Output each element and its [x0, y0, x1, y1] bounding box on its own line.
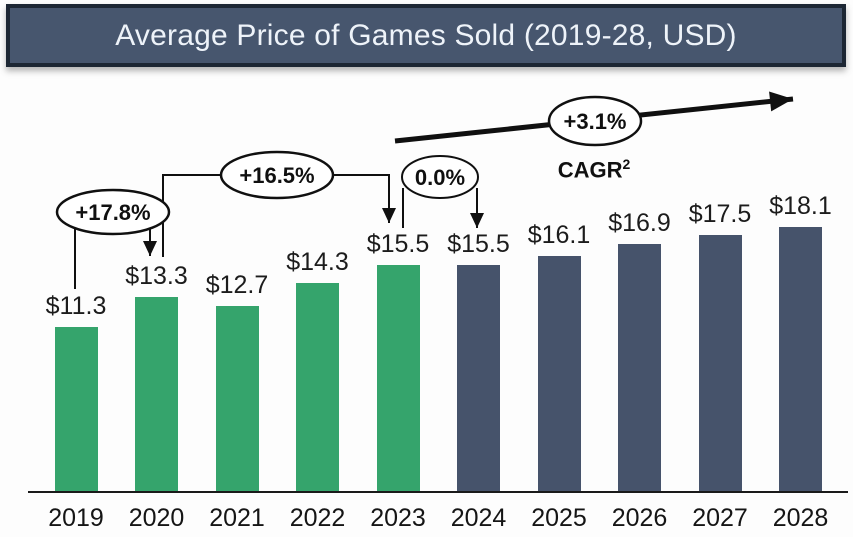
bar-2019 [54, 327, 98, 493]
bar-2028 [779, 227, 822, 493]
bar-2025 [537, 256, 581, 493]
chart-title: Average Price of Games Sold (2019-28, US… [115, 18, 737, 52]
growth-oval-2020-2023 [219, 150, 335, 200]
growth-label-2020-2023: +16.5% [239, 163, 314, 188]
growth-oval-2019-2020 [55, 188, 171, 236]
x-tick-label-2026: 2026 [611, 504, 668, 532]
bar-2027 [698, 235, 742, 493]
x-tick-label-2021: 2021 [209, 504, 265, 532]
x-tick-label-2022: 2022 [289, 504, 346, 532]
bar-2023 [376, 265, 420, 493]
bar-value-label-2027: $17.5 [688, 200, 752, 228]
chart-title-banner: Average Price of Games Sold (2019-28, US… [6, 4, 846, 67]
x-tick-label-2028: 2028 [772, 504, 829, 532]
x-axis-line [28, 491, 848, 493]
bar-value-label-2021: $12.7 [205, 271, 269, 299]
bar-value-label-2026: $16.9 [608, 209, 671, 237]
cagr-trend-arrow [394, 91, 794, 144]
x-tick-label-2027: 2027 [692, 504, 748, 532]
cagr-oval [547, 95, 643, 147]
x-tick-label-2020: 2020 [128, 504, 185, 532]
bar-value-label-2022: $14.3 [286, 248, 349, 276]
bar-value-label-2019: $11.3 [45, 292, 107, 320]
bar-value-label-2023: $15.5 [366, 230, 430, 258]
bar-2026 [618, 244, 661, 493]
cagr-caption-text: CAGR [557, 157, 623, 183]
bar-2024 [457, 265, 500, 493]
bar-2021 [215, 306, 259, 493]
x-tick-label-2025: 2025 [531, 504, 587, 532]
cagr-caption: CAGR2 [529, 156, 659, 183]
bar-value-label-2024: $15.5 [447, 230, 510, 258]
bar-2020 [135, 297, 178, 493]
bar-value-label-2020: $13.3 [125, 262, 188, 290]
bar-value-label-2028: $18.1 [769, 192, 832, 220]
cagr-footnote-marker: 2 [622, 156, 631, 172]
x-tick-label-2023: 2023 [370, 504, 426, 532]
growth-label-2023-2024: 0.0% [415, 165, 465, 190]
growth-label-2019-2020: +17.8% [75, 200, 150, 225]
cagr-rate-label: +3.1% [564, 109, 627, 134]
bar-value-label-2025: $16.1 [527, 221, 591, 249]
x-tick-label-2019: 2019 [48, 504, 104, 532]
bar-2022 [296, 283, 339, 493]
x-tick-label-2024: 2024 [450, 504, 507, 532]
growth-oval-2023-2024 [401, 155, 479, 199]
